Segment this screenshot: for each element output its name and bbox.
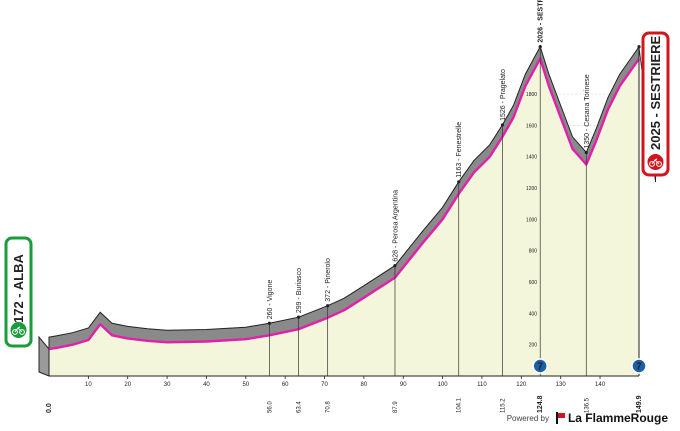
waypoint-alt: 2026: [538, 27, 545, 43]
waypoint-dot: [538, 44, 542, 49]
waypoint-dot: [457, 180, 461, 184]
waypoint-label: 628 - Perosa Argentina: [392, 190, 399, 262]
x-tick-label: 60: [282, 382, 289, 388]
kom-label: 7: [636, 362, 642, 373]
kom-marker: 7: [532, 358, 548, 374]
brand-name: La FlammeRouge: [567, 411, 668, 425]
waypoint-name: - Buriasco: [296, 268, 303, 302]
km-label: 104.1: [457, 397, 463, 413]
waypoint-alt: 1526: [500, 105, 507, 121]
km-label: 87.9: [393, 401, 399, 413]
waypoint-alt: 628: [392, 250, 399, 262]
waypoint-name: - Vigone: [267, 280, 274, 308]
waypoint-label: 1350 - Cesana Torinese: [584, 74, 591, 148]
y-tick-label: 400: [529, 311, 538, 317]
profile-left-wall: [38, 335, 50, 377]
km-label: 149.9: [636, 395, 643, 413]
x-tick-label: 10: [85, 382, 92, 388]
y-tick-label: 800: [529, 249, 538, 255]
kom-label: 7: [537, 362, 543, 373]
x-tick-label: 100: [438, 382, 449, 388]
waypoint-label: 1526 - Pragelato: [500, 69, 507, 121]
km-label: 124.8: [537, 395, 544, 413]
waypoint-dot: [500, 123, 505, 127]
x-tick-label: 120: [516, 382, 527, 388]
x-tick-label: 80: [361, 382, 368, 388]
waypoint-name: - Perosa Argentina: [392, 190, 399, 250]
powered-by-text: Powered by: [506, 413, 549, 423]
waypoint-dot: [584, 150, 588, 155]
km-label: 56.0: [267, 401, 273, 413]
route-line: [48, 57, 640, 351]
waypoint-name: - Cesana Torinese: [584, 74, 591, 133]
km-label: 136.5: [584, 397, 590, 413]
x-tick-label: 140: [595, 382, 606, 388]
finish-badge: 2025 - SESTRIERE: [641, 31, 670, 177]
profile-fill: [49, 58, 639, 376]
waypoint-alt: 299: [296, 301, 303, 313]
km-labels: 0.0 56.0 63.4 70.8 87.9 104.1 115.2 124.8 136.5 1…: [46, 395, 643, 413]
flag-icon: [555, 412, 565, 424]
km-label: 63.4: [297, 401, 303, 413]
waypoint-name: - SESTRIERE: [538, 0, 545, 27]
waypoint-label: 372 - Pinerolo: [325, 258, 332, 302]
x-tick-label: 70: [321, 382, 328, 388]
km-label: 0.0: [46, 403, 53, 413]
waypoint-name: - Pragelato: [500, 69, 507, 105]
kom-circle-icon: [532, 358, 548, 374]
start-icon: [10, 322, 27, 338]
chart-area: [38, 45, 640, 377]
y-axis-ticks: 200 400 600 800 1000 1200 1400 1600 1800: [526, 92, 537, 349]
kom-marker: 7: [631, 358, 647, 374]
x-tick-label: 130: [556, 382, 567, 388]
waypoint-alt: 372: [325, 290, 332, 302]
brand-logo: La FlammeRouge: [555, 411, 668, 425]
start-label: 172 - ALBA: [11, 254, 26, 323]
x-tick-label: 20: [124, 382, 131, 388]
waypoint-label: 260 - Vigone: [267, 280, 274, 320]
y-tick-label: 1600: [526, 123, 537, 129]
waypoint-dot: [296, 315, 301, 319]
y-tick-label: 1400: [526, 155, 537, 161]
waypoint-name: - Fenestrelle: [456, 122, 463, 163]
waypoint-labels: 260 - Vigone 299 - Buriasco 372 - Pinerolo…: [267, 0, 591, 319]
y-tick-label: 600: [529, 280, 538, 286]
x-tick-label: 110: [477, 382, 487, 388]
waypoint-alt: 260: [267, 307, 274, 319]
km-label: 70.8: [326, 401, 332, 413]
x-tick-label: 40: [203, 382, 210, 388]
waypoint-dot: [326, 304, 330, 308]
y-tick-label: 1800: [526, 92, 537, 98]
waypoint-dot: [393, 264, 397, 268]
kom-circle-icon: [631, 358, 647, 374]
y-tick-label: 1000: [526, 217, 537, 223]
footer: Powered by La FlammeRouge: [507, 411, 668, 425]
x-tick-label: 90: [400, 382, 407, 388]
waypoint-dot: [267, 321, 272, 325]
waypoint-alt: 1163: [456, 163, 463, 178]
waypoint-label: 1163 - Fenestrelle: [456, 122, 463, 178]
bike-icon: [649, 161, 655, 167]
x-axis: 10 20 30 40 50 60 70 80 90 100 110 120 130 140: [48, 58, 640, 388]
waypoint-alt: 1350: [584, 133, 591, 149]
waypoint-label: 299 - Buriasco: [296, 268, 303, 313]
y-tick-label: 200: [529, 343, 538, 349]
x-tick-label: 50: [242, 382, 249, 388]
start-badge: 172 - ALBA: [4, 236, 33, 348]
y-tick-label: 1200: [526, 186, 537, 192]
waypoint-label: 2026 - SESTRIERE: [538, 0, 545, 43]
km-label: 115.2: [500, 398, 506, 413]
waypoint-name: - Pinerolo: [325, 258, 332, 290]
bike-icon: [12, 329, 18, 335]
x-tick-label: 30: [164, 382, 171, 388]
finish-label: 2025 - SESTRIERE: [648, 36, 663, 150]
